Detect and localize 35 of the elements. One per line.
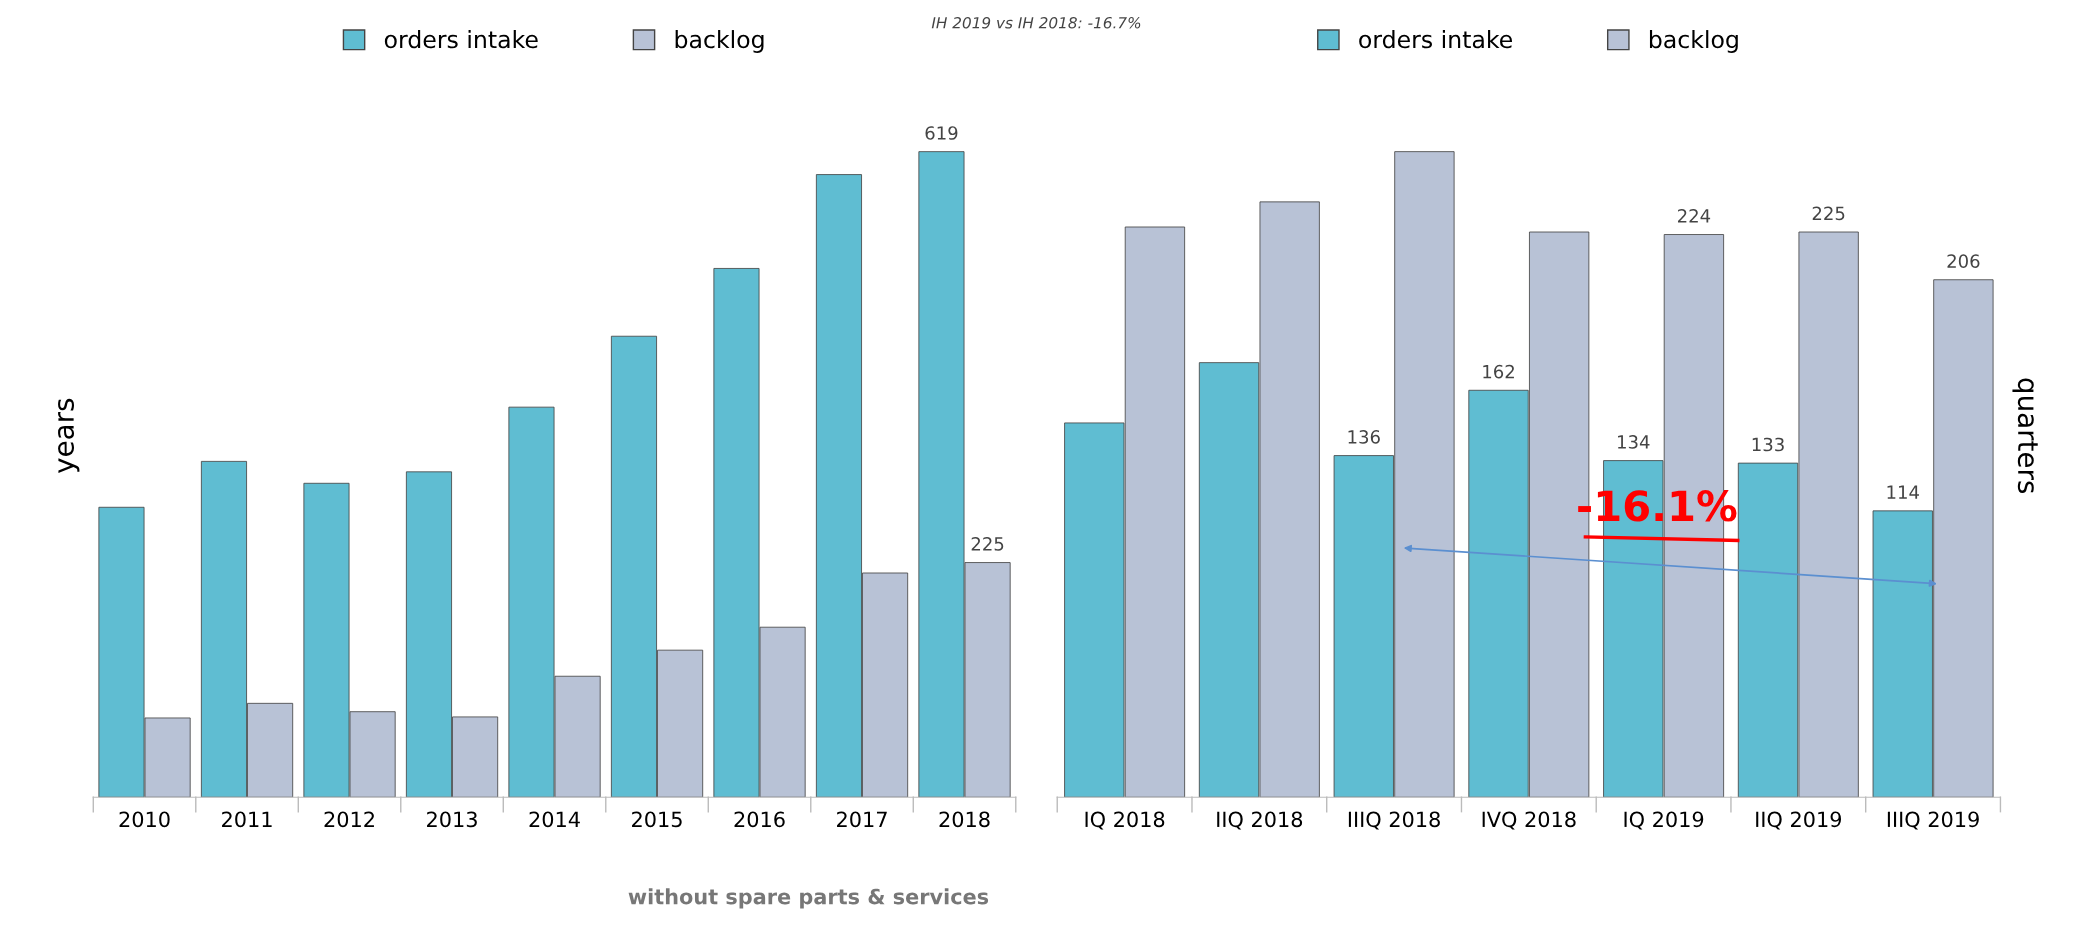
x-tick-label: 2011 [222,811,272,828]
data-label: 206 [1947,254,1980,268]
x-tick-label: IIIQ 2018 [1348,811,1440,830]
text: without spare parts & services [628,888,989,909]
x-tick-label: 2018 [939,811,990,828]
data-label: 619 [925,126,958,140]
data-label: 225 [1812,206,1845,221]
x-tick-label: IQ 2019 [1624,811,1704,830]
x-tick-label: 2017 [837,811,887,828]
data-label: 133 [1752,437,1784,452]
x-tick-label: 2014 [529,811,580,828]
y-axis-title: years [58,398,80,474]
data-label: 134 [1618,435,1650,449]
annotation: -16.1% [1578,490,1737,522]
x-tick-label: 2015 [632,811,682,828]
x-tick-label: 2010 [119,811,170,828]
legend-label: orders intake [384,30,538,49]
chart-title: IH 2019 vs IH 2018: -16.7% [931,16,1141,29]
y-axis-title: quarters [2012,378,2038,494]
legend-label: orders intake [1359,30,1512,49]
x-tick-label: IIIQ 2019 [1887,811,1979,830]
data-label: 114 [1887,485,1919,499]
data-label: 224 [1677,209,1711,223]
x-tick-label: IVQ 2018 [1482,811,1576,830]
data-label: 162 [1483,364,1514,379]
x-tick-label: IIQ 2018 [1217,811,1303,830]
x-tick-label: 2012 [324,811,374,828]
legend-label: backlog [1649,30,1738,53]
data-label: 225 [971,537,1004,551]
legend-label: backlog [675,30,764,53]
x-tick-label: IIQ 2019 [1756,811,1842,830]
x-tick-label: 2016 [734,811,785,828]
x-tick-label: 2013 [427,811,477,828]
x-tick-label: IQ 2018 [1085,811,1165,830]
data-label: 136 [1348,430,1380,444]
